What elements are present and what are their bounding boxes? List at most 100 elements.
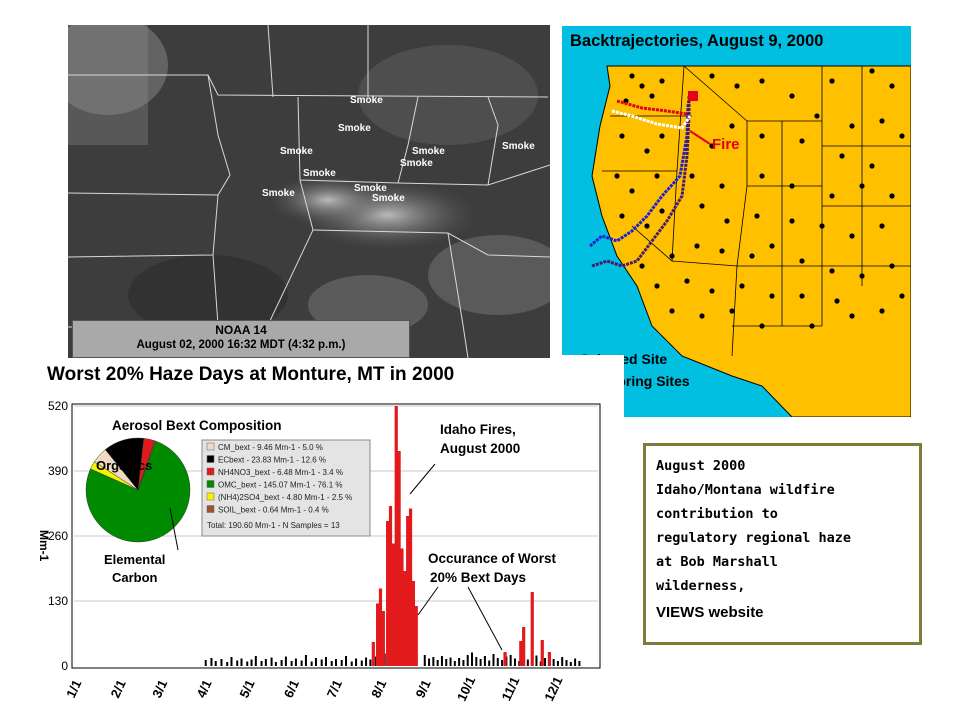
- bar-other: [280, 660, 283, 666]
- x-tick-label: 1/1: [63, 677, 84, 700]
- y-tick-label: 520: [48, 399, 68, 413]
- bar-other: [330, 661, 333, 666]
- pie-slice: [85, 440, 191, 543]
- monitoring-site: [829, 78, 835, 84]
- bar-other: [220, 659, 223, 666]
- bar-other: [314, 658, 317, 666]
- bar-worst: [503, 652, 507, 666]
- bar-other: [254, 656, 257, 666]
- bar-other: [290, 661, 293, 666]
- annotation-occurance: Occurance of Worst: [428, 551, 557, 566]
- satellite-caption: NOAA 14 August 02, 2000 16:32 MDT (4:32 …: [72, 320, 410, 358]
- monitoring-site: [659, 208, 665, 214]
- bar-other: [535, 655, 538, 666]
- description-box: August 2000 Idaho/Montana wildfire contr…: [643, 443, 922, 645]
- monitoring-site: [734, 83, 740, 89]
- x-tick-label: 6/1: [281, 677, 302, 700]
- bar-other: [466, 655, 469, 666]
- bar-other: [565, 660, 568, 666]
- haze-bar-chart: 0 130 260 390 520 1/1 2/1 3/1 4/1 5/1 6/1 7/1 8/1 9/…: [37, 399, 601, 703]
- monitoring-site: [629, 188, 635, 194]
- bar-other: [210, 658, 213, 666]
- bar-other: [260, 661, 263, 666]
- selected-site-marker: [688, 91, 698, 101]
- bar-other: [236, 660, 239, 666]
- monitoring-site: [849, 233, 855, 239]
- monitoring-site: [889, 83, 895, 89]
- legend-entry: SOIL_bext - 0.64 Mm-1 - 0.4 %: [218, 506, 329, 515]
- monitoring-site: [623, 98, 629, 104]
- bar-other: [214, 661, 217, 666]
- description-line: Idaho/Montana wildfire: [656, 482, 835, 498]
- us-map: [567, 65, 911, 417]
- x-tick-label: 4/1: [193, 677, 214, 700]
- bar-other: [274, 662, 277, 666]
- smoke-label: Smoke: [303, 168, 336, 179]
- satellite-image: Smoke Smoke Smoke Smoke Smoke Smoke Smok…: [68, 25, 550, 358]
- monitoring-site: [869, 163, 875, 169]
- monitoring-site: [719, 183, 725, 189]
- monitoring-site: [899, 293, 905, 299]
- worst-bars: [371, 406, 552, 666]
- monitoring-site: [834, 298, 840, 304]
- bar-other: [436, 660, 439, 666]
- bar-worst: [376, 603, 380, 666]
- legend-swatch: [206, 480, 215, 488]
- elemental-pointer: [169, 507, 179, 551]
- monitoring-site: [699, 313, 705, 319]
- monitoring-site: [759, 133, 765, 139]
- legend-entry: ECbext - 23.83 Mm-1 - 12.6 %: [218, 456, 326, 465]
- composition-pie: [85, 437, 191, 543]
- annotation-idaho-fires: Idaho Fires,: [440, 422, 516, 437]
- bar-other: [369, 659, 372, 666]
- monitoring-site: [724, 218, 730, 224]
- monitoring-site: [689, 173, 695, 179]
- monitoring-site: [859, 273, 865, 279]
- monitoring-site: [754, 213, 760, 219]
- monitoring-site: [684, 278, 690, 284]
- bar-other: [324, 657, 327, 666]
- legend-swatch: [206, 505, 215, 513]
- monitoring-site: [629, 73, 635, 79]
- annotation-fires-pointer: [409, 463, 436, 495]
- monitoring-site: [654, 173, 660, 179]
- smoke-label: Smoke: [262, 188, 295, 199]
- monitoring-site: [614, 173, 620, 179]
- monitoring-site: [799, 293, 805, 299]
- bar-other: [360, 660, 363, 666]
- bar-other: [304, 655, 307, 666]
- bar-worst: [408, 508, 413, 666]
- x-tick-label: 11/1: [498, 674, 522, 703]
- bar-other: [556, 661, 559, 666]
- satellite-caption-title: NOAA 14: [215, 323, 267, 337]
- bar-other: [574, 658, 577, 666]
- monitoring-site: [649, 93, 655, 99]
- x-tick-label: 10/1: [454, 674, 478, 703]
- legend-entry: CM_bext - 9.46 Mm-1 - 5.0 %: [218, 443, 323, 452]
- bar-worst: [378, 588, 383, 666]
- monitoring-site: [789, 183, 795, 189]
- bar-other: [526, 659, 529, 666]
- bar-other: [226, 662, 229, 666]
- legend-swatch: [206, 492, 215, 501]
- monitoring-site: [729, 308, 735, 314]
- monitoring-site: [709, 143, 715, 149]
- carbon-label: Carbon: [112, 570, 158, 585]
- monitoring-site: [669, 253, 675, 259]
- bar-worst: [381, 611, 385, 666]
- monitoring-site: [639, 83, 645, 89]
- monitoring-site: [799, 258, 805, 264]
- monitoring-site: [849, 123, 855, 129]
- bar-worst: [397, 451, 401, 666]
- bar-other: [440, 656, 443, 666]
- y-axis-label: Mm-1: [37, 530, 51, 562]
- annotation-august-2000: August 2000: [440, 441, 520, 456]
- monitoring-site: [879, 223, 885, 229]
- monitoring-site: [889, 263, 895, 269]
- monitoring-site: [759, 78, 765, 84]
- bar-worst: [530, 592, 534, 666]
- bar-other: [246, 661, 249, 666]
- state-lines: [602, 65, 911, 357]
- monitoring-site: [709, 73, 715, 79]
- legend-entry: NH4NO3_bext - 6.48 Mm-1 - 3.4 %: [218, 468, 343, 477]
